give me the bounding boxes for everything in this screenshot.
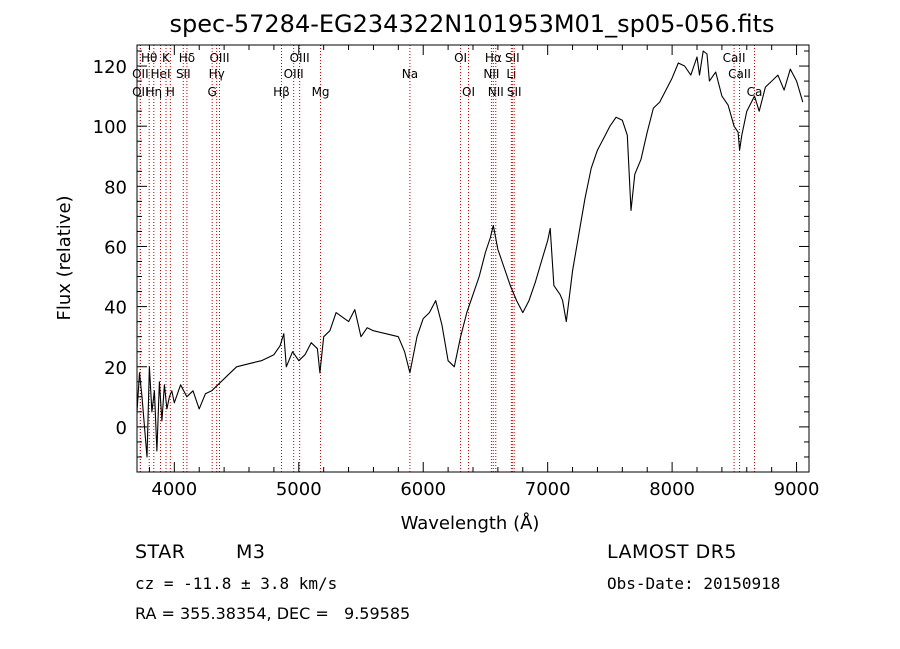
ra-dec: RA = 355.38354, DEC = 9.59585 <box>135 604 411 623</box>
x-tick-label: 8000 <box>649 479 695 500</box>
marker-label: Hβ <box>273 85 290 99</box>
marker-label: Li <box>506 67 516 81</box>
y-tick-label: 0 <box>116 418 127 439</box>
axes: 4000 5000 6000 7000 8000 9000 0 20 40 60 80 100 120 <box>93 45 820 500</box>
series-layer <box>136 50 804 458</box>
y-axis-label: Flux (relative) <box>54 195 75 320</box>
marker-label: Mg <box>312 85 330 99</box>
marker-label: G <box>208 85 217 99</box>
marker-label: NII <box>488 85 504 99</box>
marker-label: K <box>162 51 171 65</box>
marker-label: SII <box>176 67 191 81</box>
marker-label: Na <box>402 67 418 81</box>
marker-label: OII <box>132 85 149 99</box>
marker-label: SII <box>507 85 522 99</box>
marker-label: Hθ <box>141 51 157 65</box>
plot-frame <box>136 44 810 473</box>
marker-label: SII <box>505 51 520 65</box>
y-tick-label: 60 <box>104 237 127 258</box>
x-tick-label: 4000 <box>151 479 197 500</box>
obs-date: Obs-Date: 20150918 <box>607 574 781 593</box>
marker-label: Hα <box>485 51 502 65</box>
marker-label: OI <box>462 85 475 99</box>
marker-label: Ca <box>747 85 763 99</box>
marker-label: NII <box>483 67 499 81</box>
marker-label: HeI <box>151 67 171 81</box>
marker-label: Hδ <box>179 51 195 65</box>
spectrum-line <box>136 50 804 458</box>
marker-label: H <box>166 85 175 99</box>
x-axis-label: Wavelength (Å) <box>401 512 540 534</box>
y-tick-label: 80 <box>104 177 127 198</box>
marker-label: Hη <box>145 85 162 99</box>
y-tick-label: 40 <box>104 298 127 319</box>
survey-name: LAMOST DR5 <box>607 541 737 563</box>
object-class: STAR <box>135 541 186 563</box>
marker-label: OII <box>132 67 149 81</box>
x-tick-label: 9000 <box>774 479 820 500</box>
y-tick-label: 100 <box>93 117 127 138</box>
marker-label: CaII <box>723 51 746 65</box>
x-tick-label: 6000 <box>400 479 446 500</box>
marker-label: CaII <box>728 67 751 81</box>
redshift-cz: cz = -11.8 ± 3.8 km/s <box>135 574 338 593</box>
marker-label: Hγ <box>209 67 225 81</box>
marker-label: OIII <box>209 51 229 65</box>
y-tick-label: 120 <box>93 57 127 78</box>
marker-label: OI <box>454 51 467 65</box>
chart-title: spec-57284-EG234322N101953M01_sp05-056.f… <box>170 10 775 38</box>
marker-label: OIII <box>290 51 310 65</box>
x-tick-label: 7000 <box>525 479 571 500</box>
x-tick-label: 5000 <box>276 479 322 500</box>
y-tick-label: 20 <box>104 358 127 379</box>
object-subclass: M3 <box>236 541 266 563</box>
marker-label: OIII <box>284 67 304 81</box>
